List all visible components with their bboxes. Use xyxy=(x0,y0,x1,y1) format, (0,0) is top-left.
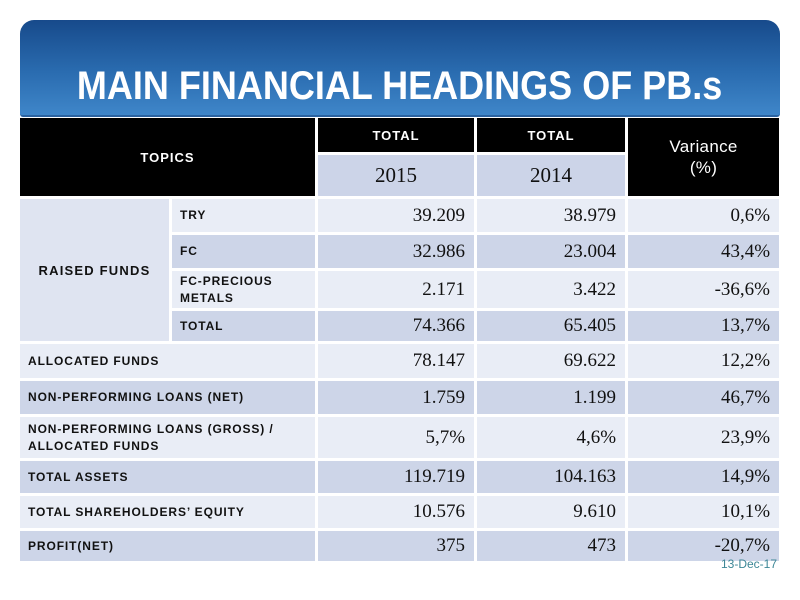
table-header-row-2: 2015 2014 xyxy=(20,155,779,196)
table-row: RAISED FUNDS TRY 39.209 38.979 0,6% xyxy=(20,199,780,341)
group-label-cell: RAISED FUNDS xyxy=(20,199,169,341)
year-2014-cell: 2014 xyxy=(477,155,626,196)
table-row: TOTAL SHAREHOLDERS’ EQUITY 10.576 9.610 … xyxy=(20,496,780,528)
table-row: TOTAL ASSETS 119.719 104.163 14,9% xyxy=(20,461,780,493)
value-2015-cell: 5,7% xyxy=(318,417,475,458)
variance-value-cell: -20,7% xyxy=(628,531,780,561)
topics-header-cell: TOPICS xyxy=(20,118,316,196)
year-2015-cell: 2015 xyxy=(318,155,475,196)
variance-header-line2: (%) xyxy=(689,158,718,177)
row-label-cell: NON-PERFORMING LOANS (GROSS) / ALLOCATED… xyxy=(20,417,316,458)
table-row: FC-PRECIOUS METALS 2.171 3.422 -36,6% xyxy=(20,271,780,308)
table-row: NON-PERFORMING LOANS (GROSS) / ALLOCATED… xyxy=(20,417,780,458)
variance-value-cell: -36,6% xyxy=(628,271,780,308)
table-row: ALLOCATED FUNDS 78.147 69.622 12,2% xyxy=(20,344,780,378)
value-2015-cell: 32.986 xyxy=(318,235,475,268)
financial-table: TOPICS TOTAL TOTAL Variance (%) 2015 201… xyxy=(17,115,782,564)
row-label-cell: FC-PRECIOUS METALS xyxy=(172,271,316,308)
total-2014-header-cell: TOTAL xyxy=(477,118,626,152)
table-row: NON-PERFORMING LOANS (NET) 1.759 1.199 4… xyxy=(20,381,780,414)
value-2014-cell: 473 xyxy=(477,531,626,561)
value-2015-cell: 2.171 xyxy=(318,271,475,308)
row-label-cell: TOTAL SHAREHOLDERS’ EQUITY xyxy=(20,496,316,528)
value-2015-cell: 10.576 xyxy=(318,496,475,528)
title-banner: MAIN FINANCIAL HEADINGS OF PB.s xyxy=(20,20,780,117)
row-label-cell: NON-PERFORMING LOANS (NET) xyxy=(20,381,316,414)
value-2014-cell: 4,6% xyxy=(477,417,626,458)
row-label-cell: ALLOCATED FUNDS xyxy=(20,344,316,378)
variance-value-cell: 10,1% xyxy=(628,496,780,528)
variance-value-cell: 14,9% xyxy=(628,461,780,493)
table-row: TOTAL 74.366 65.405 13,7% xyxy=(20,311,780,341)
variance-header-cell: Variance (%) xyxy=(628,118,780,196)
value-2014-cell: 65.405 xyxy=(477,311,626,341)
date-stamp: 13-Dec-17 xyxy=(720,557,777,571)
row-label-cell: FC xyxy=(172,235,316,268)
value-2015-cell: 375 xyxy=(318,531,475,561)
variance-value-cell: 43,4% xyxy=(628,235,780,268)
table-header-row-1: TOPICS TOTAL TOTAL Variance (%) xyxy=(20,118,780,196)
row-label-cell: TRY xyxy=(172,199,316,232)
variance-header-line1: Variance xyxy=(669,136,738,156)
slide-title: MAIN FINANCIAL HEADINGS OF PB.s xyxy=(77,64,723,108)
row-label-cell: TOTAL ASSETS xyxy=(20,461,316,493)
variance-value-cell: 46,7% xyxy=(628,381,780,414)
table-row: FC 32.986 23.004 43,4% xyxy=(20,235,780,268)
value-2015-cell: 39.209 xyxy=(318,199,475,232)
value-2014-cell: 23.004 xyxy=(477,235,626,268)
variance-value-cell: 0,6% xyxy=(628,199,780,232)
row-label-cell: PROFIT(NET) xyxy=(20,531,316,561)
value-2014-cell: 9.610 xyxy=(477,496,626,528)
value-2014-cell: 38.979 xyxy=(477,199,626,232)
value-2014-cell: 1.199 xyxy=(477,381,626,414)
total-2015-header-cell: TOTAL xyxy=(318,118,475,152)
value-2015-cell: 74.366 xyxy=(318,311,475,341)
value-2014-cell: 69.622 xyxy=(477,344,626,378)
table-row: PROFIT(NET) 375 473 -20,7% xyxy=(20,531,780,561)
variance-value-cell: 13,7% xyxy=(628,311,780,341)
value-2014-cell: 104.163 xyxy=(477,461,626,493)
variance-value-cell: 23,9% xyxy=(628,417,780,458)
row-label-cell: TOTAL xyxy=(172,311,316,341)
value-2015-cell: 119.719 xyxy=(318,461,475,493)
value-2014-cell: 3.422 xyxy=(477,271,626,308)
variance-value-cell: 12,2% xyxy=(628,344,780,378)
value-2015-cell: 1.759 xyxy=(318,381,475,414)
value-2015-cell: 78.147 xyxy=(318,344,475,378)
